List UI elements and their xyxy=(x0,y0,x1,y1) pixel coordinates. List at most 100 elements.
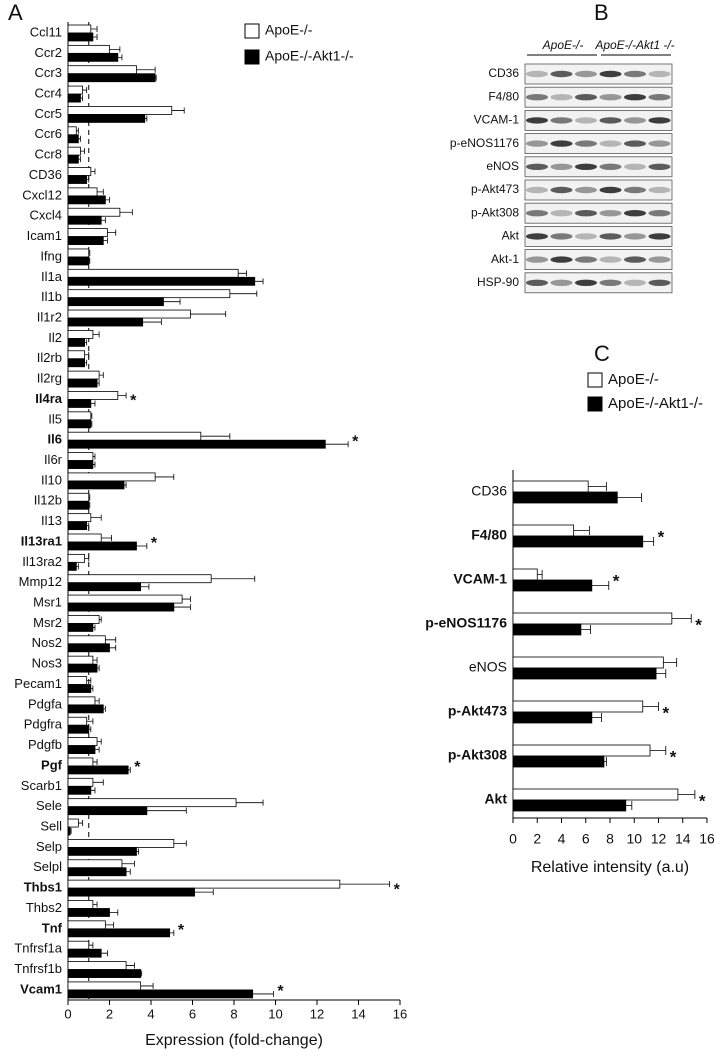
category-label: Pdgfb xyxy=(28,737,62,752)
error-bar xyxy=(94,697,100,704)
error-bar xyxy=(650,746,667,755)
category-label: Ccr4 xyxy=(35,86,62,101)
error-bar xyxy=(124,481,127,488)
error-bar xyxy=(190,311,227,318)
bar xyxy=(512,799,627,812)
bar xyxy=(512,656,664,669)
bar xyxy=(67,378,98,388)
category-label: Ifng xyxy=(40,248,62,263)
bar xyxy=(512,623,582,636)
bar xyxy=(67,480,125,490)
error-bar xyxy=(90,168,96,175)
significance-marker: * xyxy=(394,881,401,898)
bar xyxy=(67,757,94,767)
error-bar xyxy=(99,372,104,379)
blot-band xyxy=(624,163,646,170)
blot-frame xyxy=(524,179,673,201)
error-bar xyxy=(642,702,659,711)
blot-band xyxy=(599,70,622,78)
category-label: Akt xyxy=(484,791,507,807)
bar xyxy=(67,839,175,848)
bar xyxy=(67,887,195,897)
error-bar xyxy=(117,392,127,399)
bar xyxy=(67,745,96,754)
significance-marker: * xyxy=(695,615,702,634)
blot-frame xyxy=(524,156,673,178)
bar xyxy=(67,847,137,856)
category-label: Ccr5 xyxy=(35,106,62,121)
bar xyxy=(67,329,94,339)
blot-band xyxy=(550,186,573,194)
blot-band xyxy=(526,140,548,147)
bar xyxy=(512,744,651,757)
error-bar xyxy=(90,412,93,419)
bar xyxy=(67,52,119,62)
bar xyxy=(67,73,156,83)
significance-marker: * xyxy=(699,791,706,810)
error-bar xyxy=(92,34,98,40)
error-bar xyxy=(339,881,391,888)
category-label: Ccr3 xyxy=(35,65,62,80)
bar xyxy=(67,472,156,482)
category-label: Il1r2 xyxy=(37,309,62,324)
error-bar xyxy=(121,860,135,867)
category-label: Sele xyxy=(36,798,62,813)
category-label: F4/80 xyxy=(471,527,507,543)
blot-row-label: p-eNOS1176 xyxy=(450,136,519,150)
error-bar xyxy=(656,669,667,678)
category-label: Thbs1 xyxy=(24,880,62,895)
category-label: Il13 xyxy=(41,513,62,528)
error-bar xyxy=(140,982,154,989)
error-bar xyxy=(173,604,191,611)
x-tick-label: 14 xyxy=(351,1006,365,1021)
category-label: Mmp12 xyxy=(19,574,62,589)
bar xyxy=(67,989,254,999)
bar xyxy=(67,297,164,307)
bar xyxy=(67,317,144,327)
error-bar xyxy=(88,726,92,733)
significance-marker: * xyxy=(663,703,670,722)
category-label: Il1b xyxy=(41,289,62,304)
error-bar xyxy=(90,514,102,521)
category-label: Cxcl12 xyxy=(22,187,62,202)
blot-frame xyxy=(524,249,673,271)
bar xyxy=(67,154,79,164)
blot-band xyxy=(575,233,597,240)
category-label: Il1a xyxy=(41,269,63,284)
blot-band xyxy=(575,117,597,124)
blot-band xyxy=(526,117,548,124)
significance-marker: * xyxy=(613,571,620,590)
legend-swatch xyxy=(587,396,603,412)
error-bar xyxy=(101,217,106,224)
panel-label: A xyxy=(8,0,23,25)
error-bar xyxy=(86,677,92,684)
category-label: Il2rb xyxy=(37,350,62,365)
error-bar xyxy=(200,433,231,440)
error-bar xyxy=(90,400,96,407)
category-label: eNOS xyxy=(469,659,507,675)
blot-row-label: p-Akt473 xyxy=(471,182,519,196)
blot-band xyxy=(575,94,597,101)
bar xyxy=(67,676,88,685)
bar xyxy=(67,777,94,787)
significance-marker: * xyxy=(151,535,158,552)
panel-label: C xyxy=(594,341,610,366)
category-label: Ccl11 xyxy=(30,24,62,39)
blot-band xyxy=(550,70,573,78)
category-label: Thbs2 xyxy=(26,900,62,915)
error-bar xyxy=(617,493,642,502)
error-bar xyxy=(103,237,108,244)
bar xyxy=(512,535,644,548)
bar xyxy=(67,44,110,54)
error-bar xyxy=(671,614,692,623)
bar xyxy=(67,492,90,502)
error-bar xyxy=(663,658,678,667)
bar xyxy=(512,755,605,768)
bar xyxy=(67,236,104,246)
bar xyxy=(67,643,110,653)
category-label: Il12b xyxy=(34,493,62,508)
error-bar xyxy=(580,625,591,634)
blot-band xyxy=(648,279,671,286)
error-bar xyxy=(677,790,696,799)
error-bar xyxy=(105,196,110,203)
